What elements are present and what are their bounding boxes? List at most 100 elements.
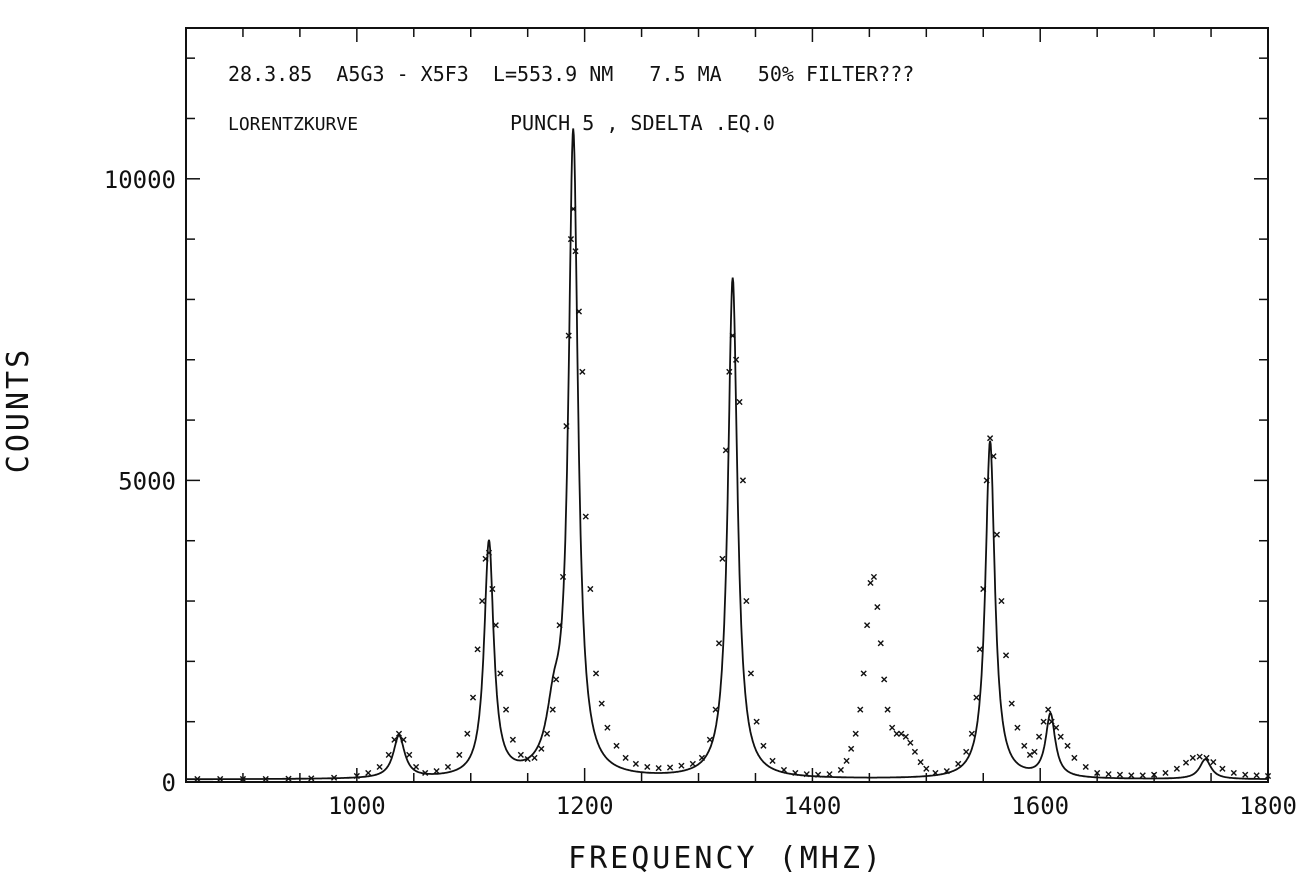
data-point <box>308 775 315 782</box>
data-point <box>412 763 420 771</box>
data-point <box>712 706 719 713</box>
data-point <box>993 531 1001 538</box>
data-point <box>1008 700 1015 707</box>
data-point <box>1253 772 1260 779</box>
data-point <box>870 573 878 581</box>
data-point <box>1210 758 1217 766</box>
data-point <box>365 769 372 777</box>
data-point <box>604 724 611 731</box>
y-tick-label: 5000 <box>118 467 176 495</box>
data-point <box>1264 772 1272 780</box>
data-point <box>353 772 360 780</box>
data-point <box>990 453 997 460</box>
data-point <box>747 670 755 677</box>
data-point <box>739 477 747 484</box>
data-point <box>1035 733 1043 740</box>
data-point <box>559 573 567 581</box>
data-point <box>1048 718 1055 725</box>
data-point <box>1203 754 1210 761</box>
data-point <box>406 751 413 758</box>
data-point <box>792 769 799 777</box>
data-point <box>955 760 962 767</box>
data-point <box>689 760 696 767</box>
data-point <box>1002 652 1010 659</box>
data-point <box>1128 772 1135 779</box>
data-point <box>502 706 510 713</box>
data-point <box>753 718 760 725</box>
data-point <box>1094 769 1101 777</box>
data-point <box>239 775 247 783</box>
data-point <box>395 730 403 737</box>
data-point <box>1045 706 1052 713</box>
data-point <box>860 670 867 677</box>
header-line-2-right: PUNCH 5 , SDELTA .EQ.0 <box>510 111 775 135</box>
data-point <box>907 739 914 746</box>
data-point <box>1040 718 1047 725</box>
data-point <box>863 622 871 629</box>
data-point <box>632 760 639 767</box>
data-point <box>524 755 531 763</box>
data-point <box>456 751 463 758</box>
data-point <box>1219 765 1226 772</box>
data-point <box>497 670 504 677</box>
data-point <box>474 646 481 653</box>
header-line-1: 28.3.85 A5G3 - X5F3 L=553.9 NM 7.5 MA 50… <box>228 62 914 86</box>
data-point <box>579 368 586 375</box>
data-point <box>556 622 563 629</box>
data-point <box>433 768 440 775</box>
data-point <box>722 447 729 454</box>
data-point <box>464 730 471 737</box>
data-point <box>706 736 714 743</box>
data-point <box>285 775 292 782</box>
data-point <box>889 724 896 731</box>
data-point <box>733 356 740 363</box>
data-point <box>400 736 407 743</box>
data-point <box>1196 753 1203 760</box>
data-point <box>1057 733 1064 740</box>
data-point <box>917 758 924 766</box>
data-point <box>1064 742 1071 749</box>
data-point <box>980 585 987 593</box>
data-point <box>1031 748 1038 755</box>
data-point <box>715 640 723 647</box>
data-point <box>760 742 767 749</box>
data-point <box>565 332 572 339</box>
x-tick-label: 1600 <box>1011 792 1069 820</box>
data-point <box>1189 754 1196 761</box>
data-point <box>968 730 975 737</box>
data-point <box>262 775 269 783</box>
data-point <box>217 775 224 783</box>
x-tick-label: 1800 <box>1239 792 1297 820</box>
data-point <box>543 730 551 737</box>
data-point <box>644 763 651 771</box>
axis-tick-labels: 1000 1200 1400 1600 1800 0 5000 10000 <box>104 166 1297 820</box>
data-point <box>973 694 980 701</box>
data-point <box>422 769 429 777</box>
data-point <box>874 603 881 611</box>
data-point <box>852 730 859 737</box>
data-point <box>911 748 919 755</box>
data-point <box>549 706 556 713</box>
data-point <box>385 751 392 758</box>
data-markers <box>194 205 1272 783</box>
data-point <box>843 757 850 764</box>
data-point <box>1053 724 1060 731</box>
data-point <box>923 765 930 772</box>
data-point <box>570 205 577 213</box>
data-point <box>563 423 570 430</box>
data-point <box>587 585 594 593</box>
x-axis-label: FREQUENCY (MHZ) <box>568 841 884 876</box>
plot-frame <box>185 27 1269 783</box>
data-point <box>572 248 579 255</box>
data-point <box>330 774 338 781</box>
data-point <box>1026 751 1034 758</box>
data-point <box>592 670 600 677</box>
x-tick-label: 1200 <box>556 792 614 820</box>
data-point <box>553 676 560 683</box>
data-point <box>1105 771 1112 778</box>
data-point <box>509 736 516 743</box>
data-point <box>815 771 822 778</box>
data-point <box>826 771 833 778</box>
data-point <box>538 745 545 752</box>
